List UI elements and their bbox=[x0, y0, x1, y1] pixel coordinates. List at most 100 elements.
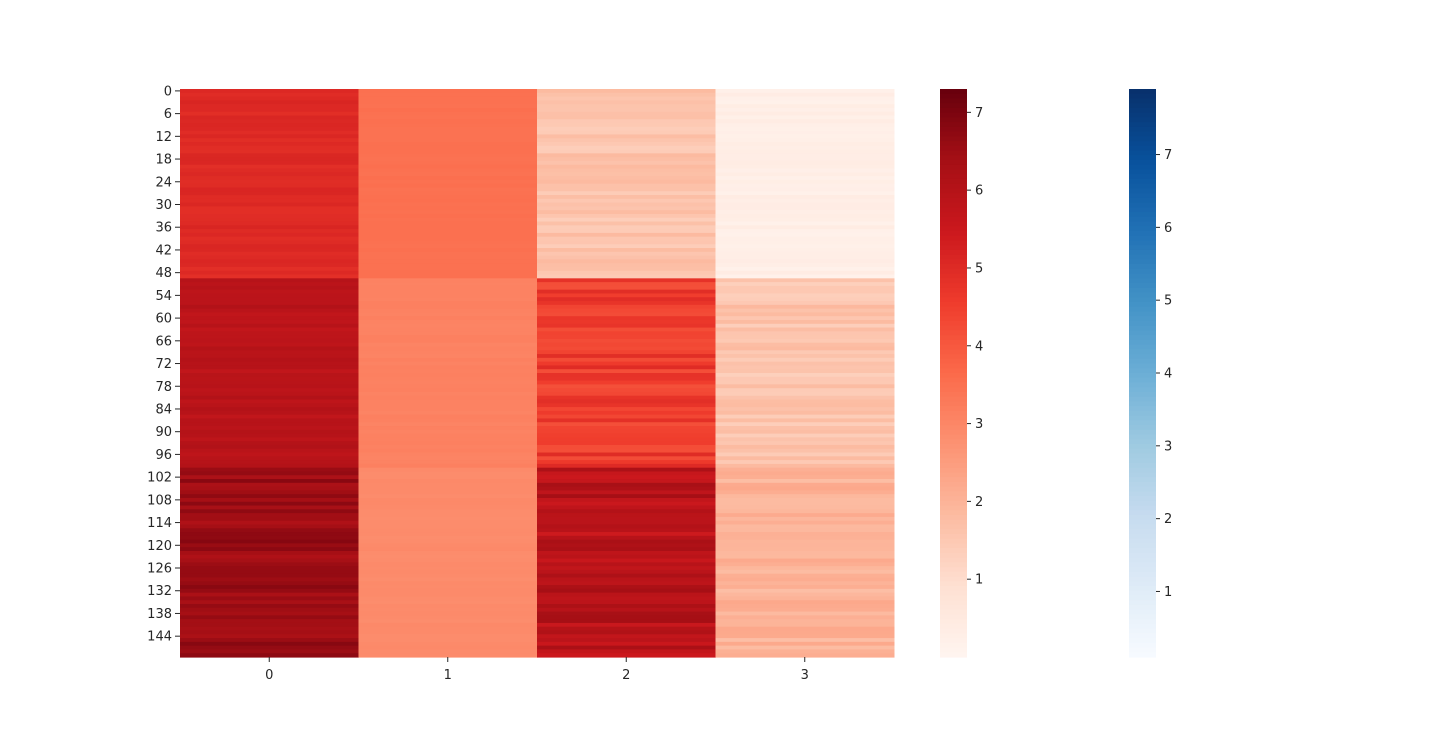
heatmap-cell bbox=[180, 456, 359, 461]
heatmap-cell bbox=[715, 126, 895, 132]
heatmap-cell bbox=[180, 149, 359, 154]
colorbar-gradient-step bbox=[940, 235, 967, 242]
heatmap-cell bbox=[537, 327, 716, 332]
heatmap-cell bbox=[715, 649, 895, 654]
colorbar-gradient-step bbox=[940, 595, 967, 601]
colorbar-gradient-step bbox=[1129, 155, 1156, 161]
heatmap-cell bbox=[715, 403, 895, 408]
colorbar-gradient-step bbox=[940, 297, 967, 303]
heatmap-cell bbox=[715, 535, 895, 541]
colorbar-gradient-step bbox=[940, 496, 967, 502]
heatmap-cell bbox=[180, 308, 359, 314]
heatmap-cell bbox=[537, 505, 716, 510]
colorbar-gradient-step bbox=[940, 387, 967, 393]
heatmap-cell bbox=[180, 304, 359, 310]
colorbar-gradient-step bbox=[1129, 197, 1156, 204]
heatmap-cell bbox=[358, 569, 538, 575]
heatmap-cell bbox=[715, 259, 895, 264]
heatmap-cell bbox=[715, 263, 895, 268]
colorbar-gradient-step bbox=[1129, 448, 1156, 455]
colorbar-gradient-step bbox=[940, 448, 967, 455]
colorbar-gradient-step bbox=[1129, 311, 1156, 317]
heatmap-cell bbox=[358, 497, 538, 503]
heatmap-cell bbox=[537, 588, 716, 594]
heatmap-cell bbox=[358, 282, 538, 287]
heatmap-cell bbox=[358, 603, 538, 609]
heatmap-cell bbox=[358, 630, 538, 635]
heatmap-cell bbox=[715, 391, 895, 397]
colorbar-gradient-step bbox=[1129, 604, 1156, 611]
heatmap-cell bbox=[537, 107, 716, 113]
y-tick-label: 114 bbox=[147, 516, 172, 531]
colorbar-gradient-step bbox=[1129, 552, 1156, 559]
colorbar-gradient-step bbox=[1129, 481, 1156, 488]
colorbar-gradient-step bbox=[940, 183, 967, 189]
heatmap-cell bbox=[358, 456, 538, 461]
heatmap-cell bbox=[358, 266, 538, 272]
colorbar-tick-label: 2 bbox=[975, 495, 983, 510]
heatmap-cell bbox=[715, 505, 895, 510]
colorbar-gradient-step bbox=[1129, 287, 1156, 294]
colorbar-gradient-step bbox=[940, 458, 967, 464]
heatmap-cell bbox=[537, 198, 716, 204]
heatmap-cell bbox=[180, 282, 359, 287]
heatmap-cell bbox=[358, 107, 538, 113]
heatmap-cell bbox=[715, 225, 895, 230]
heatmap-cell bbox=[715, 134, 895, 139]
heatmap-cell bbox=[180, 407, 359, 412]
heatmap-cell bbox=[715, 323, 895, 329]
heatmap-cell bbox=[180, 130, 359, 136]
heatmap-cell bbox=[537, 410, 716, 416]
colorbar-gradient-step bbox=[1129, 444, 1156, 450]
colorbar-gradient-step bbox=[940, 614, 967, 620]
heatmap-cell bbox=[180, 126, 359, 132]
heatmap-cell bbox=[358, 479, 538, 484]
y-tick-label: 6 bbox=[164, 107, 172, 122]
colorbar-gradient-step bbox=[1129, 283, 1156, 289]
colorbar-gradient-step bbox=[1129, 562, 1156, 568]
heatmap-cell bbox=[537, 448, 716, 454]
colorbar-gradient-step bbox=[1129, 373, 1156, 379]
colorbar-gradient-step bbox=[1129, 117, 1156, 123]
heatmap-cell bbox=[537, 513, 716, 518]
heatmap-cell bbox=[537, 509, 716, 514]
colorbar-tick-label: 3 bbox=[975, 417, 983, 432]
heatmap-cell bbox=[537, 645, 716, 651]
heatmap-cell bbox=[715, 206, 895, 211]
heatmap-cell bbox=[715, 164, 895, 170]
heatmap-cell bbox=[537, 126, 716, 132]
heatmap-cell bbox=[180, 509, 359, 514]
colorbar-gradient-step bbox=[940, 373, 967, 379]
heatmap-cell bbox=[358, 304, 538, 310]
colorbar-gradient-step bbox=[940, 633, 967, 639]
colorbar-gradient-step bbox=[940, 628, 967, 634]
heatmap-cell bbox=[180, 327, 359, 332]
heatmap-cell bbox=[537, 176, 716, 181]
heatmap-cell bbox=[537, 524, 716, 529]
colorbar-gradient-step bbox=[940, 647, 967, 653]
heatmap-cell bbox=[358, 600, 538, 605]
heatmap-cell bbox=[180, 603, 359, 609]
y-tick-label: 66 bbox=[155, 334, 172, 349]
colorbar-gradient-step bbox=[1129, 150, 1156, 156]
heatmap-cell bbox=[358, 482, 538, 488]
heatmap-cell bbox=[358, 232, 538, 238]
y-tick-label: 96 bbox=[155, 448, 172, 463]
heatmap-cell bbox=[537, 191, 716, 196]
heatmap-cell bbox=[537, 229, 716, 234]
heatmap-cell bbox=[537, 331, 716, 336]
heatmap-cell bbox=[358, 388, 538, 393]
colorbar-gradient-step bbox=[940, 609, 967, 615]
colorbar-gradient-step bbox=[940, 216, 967, 223]
heatmap-cell bbox=[358, 520, 538, 526]
heatmap-cell bbox=[537, 569, 716, 575]
heatmap-cell bbox=[180, 573, 359, 579]
y-tick-label: 78 bbox=[155, 380, 172, 395]
heatmap-cell bbox=[715, 611, 895, 616]
colorbar-gradient-step bbox=[1129, 112, 1156, 118]
colorbar-gradient-step bbox=[1129, 240, 1156, 246]
colorbar-gradient-step bbox=[1129, 354, 1156, 360]
heatmap-cell bbox=[715, 350, 895, 355]
heatmap-cell bbox=[537, 603, 716, 609]
heatmap-cell bbox=[537, 554, 716, 560]
